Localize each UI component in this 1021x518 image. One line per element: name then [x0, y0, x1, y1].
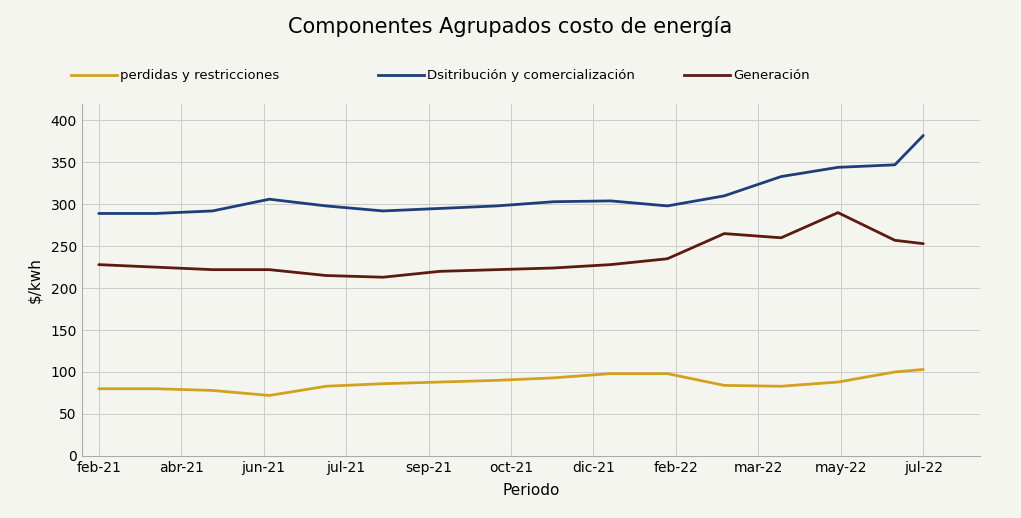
- Text: Dsitribución y comercialización: Dsitribución y comercialización: [427, 68, 635, 82]
- Text: perdidas y restricciones: perdidas y restricciones: [120, 68, 280, 82]
- Text: Generación: Generación: [733, 68, 810, 82]
- Text: Componentes Agrupados costo de energía: Componentes Agrupados costo de energía: [288, 16, 733, 37]
- Y-axis label: $/kwh: $/kwh: [28, 257, 42, 303]
- X-axis label: Periodo: Periodo: [502, 483, 560, 498]
